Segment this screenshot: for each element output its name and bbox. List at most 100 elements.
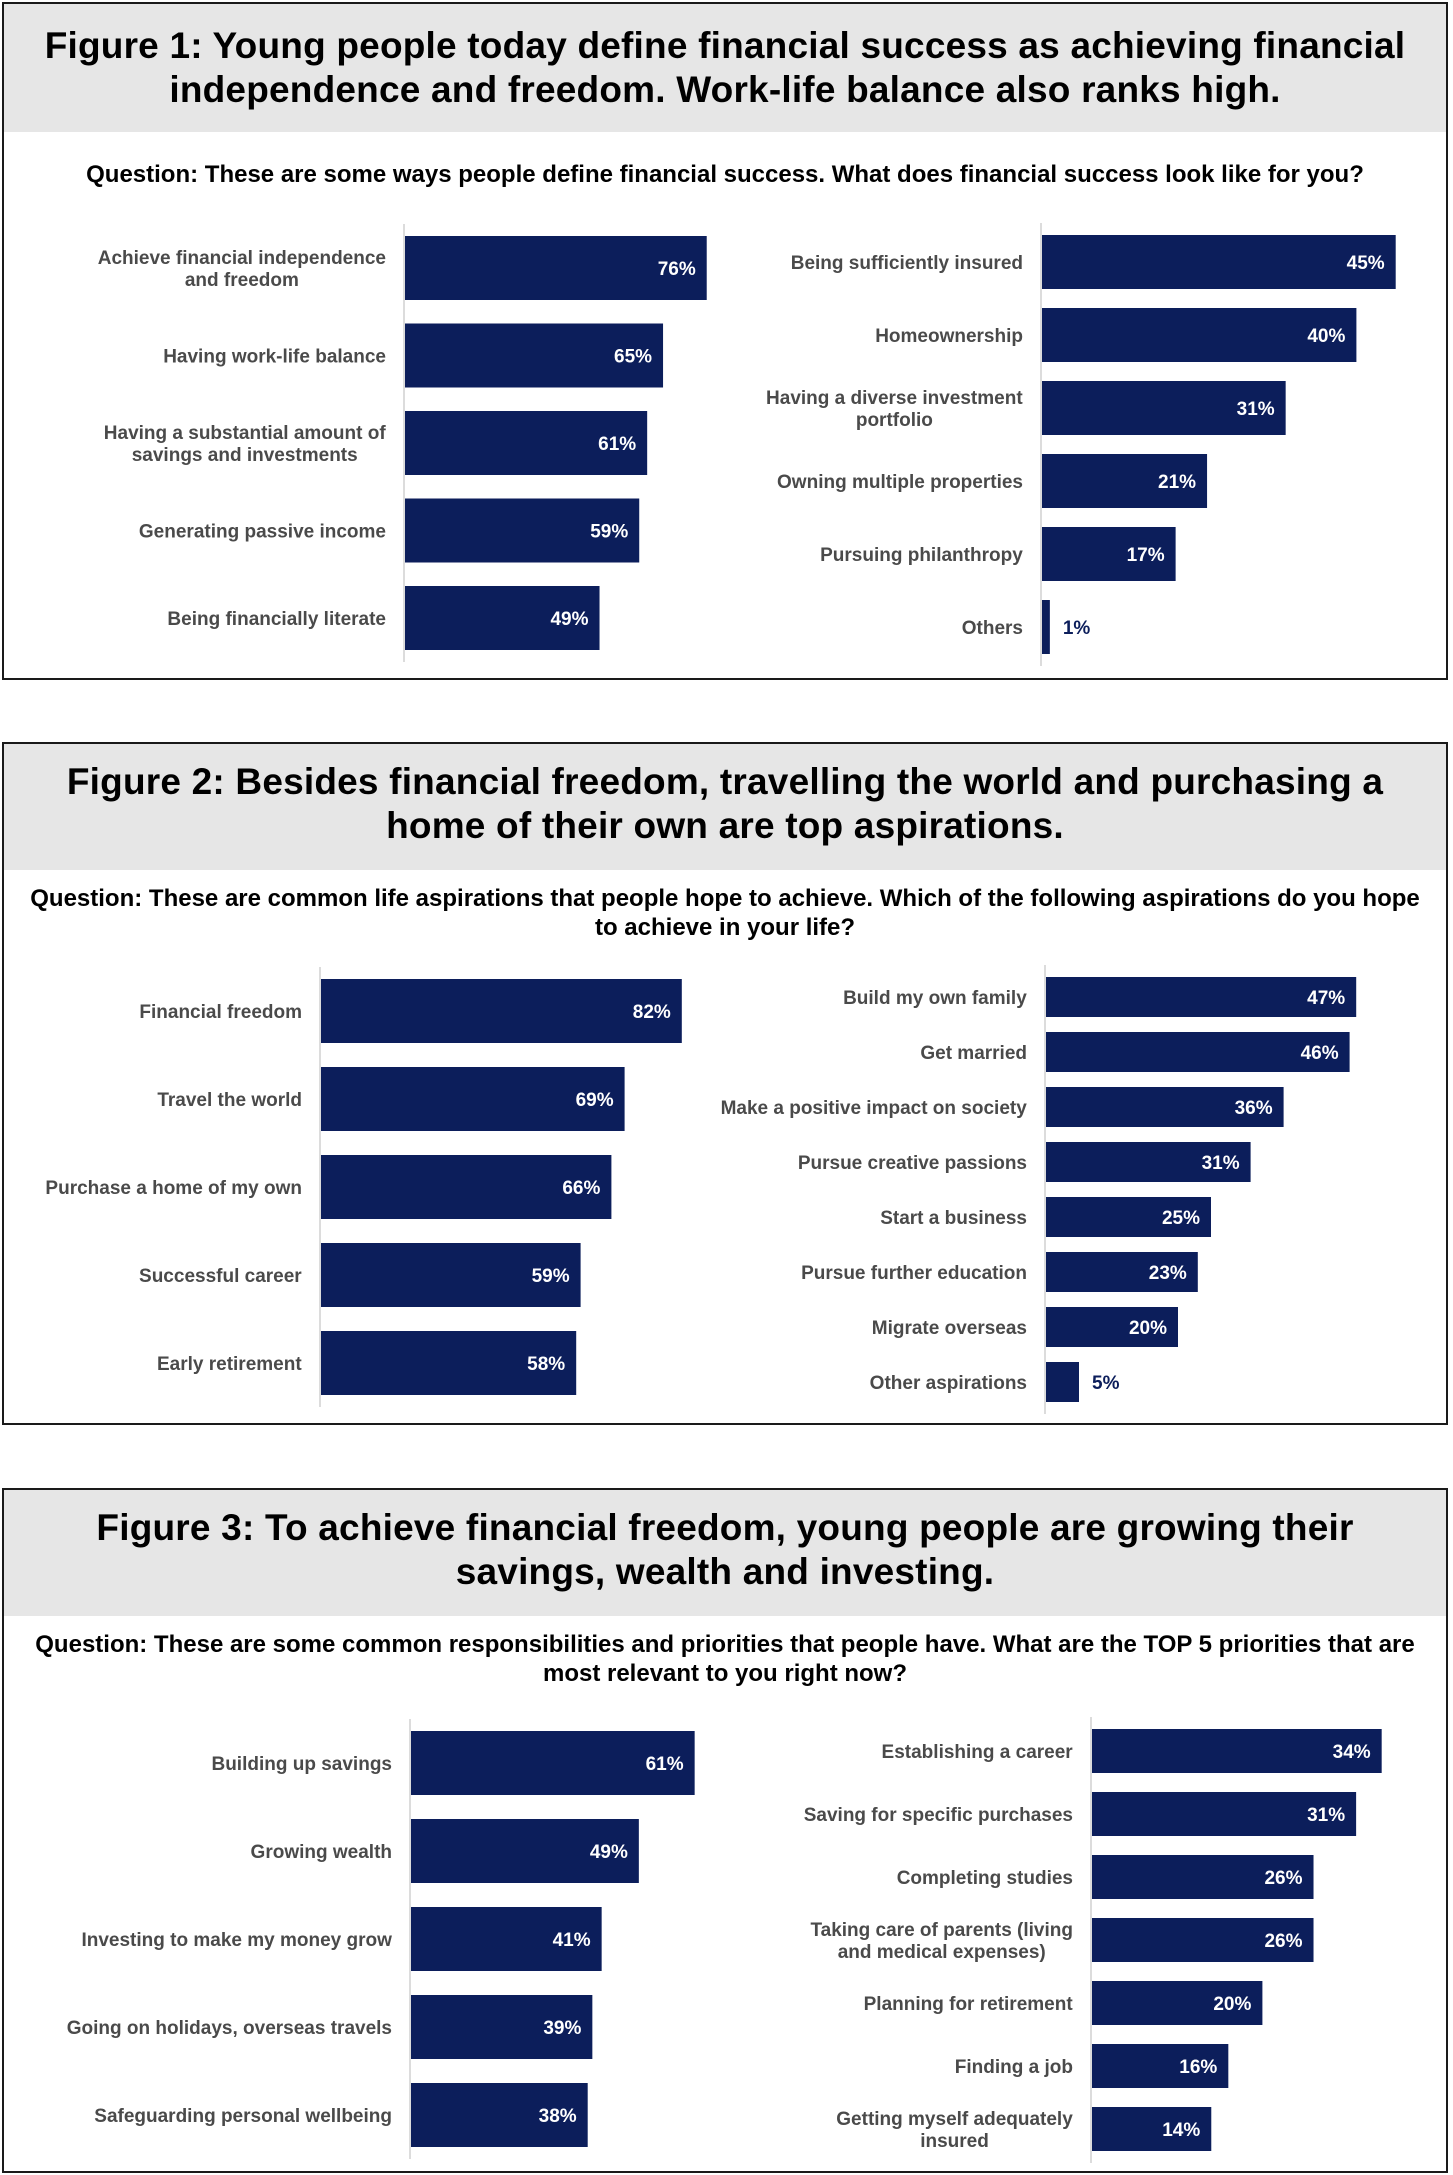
value-label-achieve-financial-independence-and-freedom: 76% (658, 259, 696, 280)
category-label-homeownership: Homeownership (875, 326, 1023, 347)
value-label-successful-career: 59% (532, 1266, 570, 1287)
value-label-homeownership: 40% (1307, 326, 1345, 347)
bar-pursuing-philanthropy (1042, 527, 1176, 581)
category-label-growing-wealth: Growing wealth (251, 1842, 392, 1863)
bar-achieve-financial-independence-and-freedom (405, 236, 707, 300)
bar-travel-the-world (321, 1067, 625, 1131)
bar-pursue-further-education (1046, 1252, 1198, 1292)
category-label-successful-career: Successful career (139, 1266, 302, 1287)
figure-1-right-chart: 45% Being sufficiently insured 40% Homeowne… (766, 223, 1396, 666)
category-label-financial-freedom: Financial freedom (139, 1002, 302, 1023)
bar-build-my-own-family (1046, 977, 1357, 1017)
category-label-planning-for-retirement: Planning for retirement (864, 1994, 1074, 2015)
value-label-financial-freedom: 82% (633, 1002, 671, 1023)
value-label-finding-a-job: 16% (1179, 2057, 1217, 2078)
value-label-pursue-creative-passions: 31% (1202, 1153, 1240, 1174)
category-label-purchase-a-home-of-my-own: Purchase a home of my own (45, 1178, 302, 1199)
value-label-having-a-diverse-investment-portfolio: 31% (1237, 399, 1275, 420)
bar-start-a-business (1046, 1197, 1211, 1237)
value-label-being-sufficiently-insured: 45% (1347, 253, 1385, 274)
value-label-saving-for-specific-purchases: 31% (1307, 1805, 1345, 1826)
bar-establishing-a-career (1092, 1729, 1382, 1773)
value-label-getting-myself-adequately-insured: 14% (1162, 2120, 1200, 2141)
bar-migrate-overseas (1046, 1307, 1178, 1347)
category-label-establishing-a-career: Establishing a career (882, 1742, 1074, 1763)
value-label-growing-wealth: 49% (590, 1842, 628, 1863)
category-label-generating-passive-income: Generating passive income (139, 522, 386, 543)
category-label-make-a-positive-impact-on-society: Make a positive impact on society (721, 1098, 1028, 1119)
bar-owning-multiple-properties (1042, 454, 1208, 508)
category-label-taking-care-of-parents-living-and-medical-expenses: Taking care of parents (living and medica… (810, 1920, 1073, 1963)
value-label-having-work-life-balance: 65% (614, 347, 652, 368)
bar-get-married (1046, 1032, 1350, 1072)
bar-planning-for-retirement (1092, 1981, 1263, 2025)
value-label-owning-multiple-properties: 21% (1158, 472, 1196, 493)
category-label-get-married: Get married (920, 1043, 1027, 1064)
value-label-safeguarding-personal-wellbeing: 38% (539, 2106, 577, 2127)
value-label-having-a-substantial-amount-of-savings-and-investments: 61% (598, 434, 636, 455)
bar-being-financially-literate (405, 586, 600, 650)
category-label-having-a-diverse-investment-portfolio: Having a diverse investment portfolio (766, 388, 1023, 431)
category-label-going-on-holidays-overseas-travels: Going on holidays, overseas travels (67, 2018, 392, 2039)
category-label-finding-a-job: Finding a job (955, 2057, 1073, 2078)
category-label-owning-multiple-properties: Owning multiple properties (777, 472, 1023, 493)
figure-1-panel: Figure 1: Young people today define fina… (2, 2, 1448, 680)
figure-1-title: Figure 1: Young people today define fina… (4, 4, 1446, 132)
value-label-pursuing-philanthropy: 17% (1127, 545, 1165, 566)
category-label-migrate-overseas: Migrate overseas (872, 1318, 1027, 1339)
category-label-building-up-savings: Building up savings (211, 1754, 392, 1775)
figure-3-question: Question: These are some common responsi… (35, 1631, 1415, 1687)
bar-finding-a-job (1092, 2044, 1229, 2088)
bar-homeownership (1042, 308, 1357, 362)
bar-saving-for-specific-purchases (1092, 1792, 1357, 1836)
bar-generating-passive-income (405, 498, 640, 563)
value-label-building-up-savings: 61% (646, 1754, 684, 1775)
value-label-build-my-own-family: 47% (1307, 988, 1345, 1009)
category-label-saving-for-specific-purchases: Saving for specific purchases (804, 1805, 1073, 1826)
bar-completing-studies (1092, 1855, 1314, 1899)
bar-having-work-life-balance (405, 323, 664, 388)
category-label-build-my-own-family: Build my own family (843, 988, 1027, 1009)
bar-going-on-holidays-overseas-travels (411, 1995, 593, 2059)
value-label-investing-to-make-my-money-grow: 41% (553, 1930, 591, 1951)
category-label-early-retirement: Early retirement (157, 1354, 302, 1375)
category-label-pursue-creative-passions: Pursue creative passions (798, 1153, 1027, 1174)
category-label-having-work-life-balance: Having work-life balance (163, 347, 386, 368)
category-label-being-sufficiently-insured: Being sufficiently insured (791, 253, 1023, 274)
value-label-planning-for-retirement: 20% (1213, 1994, 1251, 2015)
bar-building-up-savings (411, 1731, 695, 1795)
bar-having-a-substantial-amount-of-savings-and-investments (405, 411, 648, 475)
value-label-early-retirement: 58% (527, 1354, 565, 1375)
bar-early-retirement (321, 1331, 577, 1395)
value-label-start-a-business: 25% (1162, 1208, 1200, 1229)
value-label-being-financially-literate: 49% (550, 609, 588, 630)
category-label-pursue-further-education: Pursue further education (801, 1263, 1027, 1284)
bar-having-a-diverse-investment-portfolio (1042, 381, 1286, 435)
value-label-completing-studies: 26% (1264, 1868, 1302, 1889)
value-label-establishing-a-career: 34% (1333, 1742, 1371, 1763)
value-label-make-a-positive-impact-on-society: 36% (1235, 1098, 1273, 1119)
bar-successful-career (321, 1243, 581, 1307)
bar-getting-myself-adequately-insured (1092, 2107, 1212, 2151)
figure-3-left-chart: 61% Building up savings 49% Growing wealth 4… (67, 1719, 695, 2159)
category-label-being-financially-literate: Being financially literate (167, 609, 386, 630)
bar-purchase-a-home-of-my-own (321, 1155, 612, 1219)
category-label-other-aspirations: Other aspirations (870, 1373, 1027, 1394)
bar-others (1042, 600, 1050, 654)
figure-3-panel: Figure 3: To achieve financial freedom, … (2, 1488, 1448, 2173)
category-label-pursuing-philanthropy: Pursuing philanthropy (820, 545, 1023, 566)
bar-financial-freedom (321, 979, 682, 1043)
figure-2-right-chart: 47% Build my own family 46% Get married 36% M… (721, 965, 1357, 1414)
category-label-completing-studies: Completing studies (897, 1868, 1073, 1889)
category-label-achieve-financial-independence-and-freedom: Achieve financial independence and freedo… (98, 248, 386, 291)
category-label-investing-to-make-my-money-grow: Investing to make my money grow (81, 1930, 392, 1951)
figure-3-right-chart: 34% Establishing a career 31% Saving for sp… (804, 1717, 1382, 2163)
value-label-generating-passive-income: 59% (590, 522, 628, 543)
value-label-pursue-further-education: 23% (1149, 1263, 1187, 1284)
bar-make-a-positive-impact-on-society (1046, 1087, 1284, 1127)
bar-safeguarding-personal-wellbeing (411, 2083, 588, 2147)
category-label-others: Others (962, 618, 1023, 639)
category-label-getting-myself-adequately-insured: Getting myself adequately insured (836, 2109, 1073, 2152)
value-label-purchase-a-home-of-my-own: 66% (562, 1178, 600, 1199)
value-label-other-aspirations: 5% (1092, 1373, 1120, 1394)
